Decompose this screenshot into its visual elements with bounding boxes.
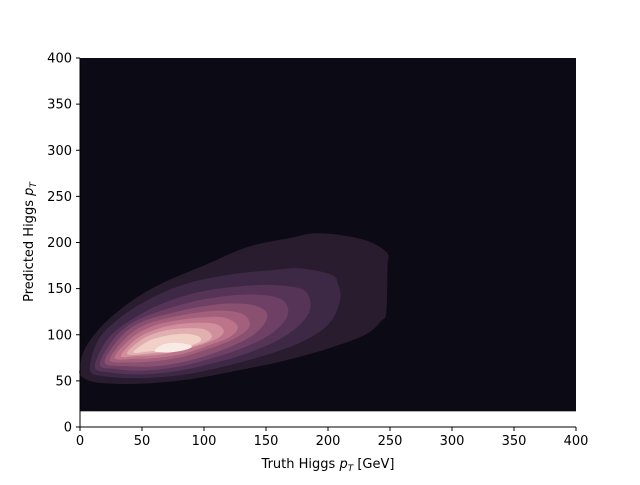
y-tick-label: 200: [47, 236, 72, 251]
density-contours: [79, 233, 389, 384]
contour-level-11: [154, 342, 192, 353]
x-tick-label: 350: [502, 434, 527, 449]
y-tick-label: 250: [47, 190, 72, 205]
y-tick-label: 0: [64, 421, 72, 436]
y-tick-label: 300: [47, 144, 72, 159]
x-tick-label: 400: [564, 434, 589, 449]
y-tick-label: 100: [47, 328, 72, 343]
y-tick-label: 350: [47, 98, 72, 113]
y-tick-label: 50: [55, 374, 72, 389]
x-tick-label: 300: [440, 434, 465, 449]
y-axis-ticks: 0 50 100 150 200 250 300 350 400: [47, 52, 80, 436]
y-tick-label: 150: [47, 282, 72, 297]
x-tick-label: 150: [254, 434, 279, 449]
y-tick-label: 400: [47, 52, 72, 67]
x-axis-ticks: 0 50 100 150 200 250 300 350 400: [76, 427, 589, 449]
x-tick-label: 50: [134, 434, 151, 449]
y-axis-label: Predicted Higgs pT: [22, 181, 39, 302]
x-tick-label: 100: [192, 434, 217, 449]
x-tick-label: 200: [316, 434, 341, 449]
x-tick-label: 250: [378, 434, 403, 449]
x-tick-label: 0: [76, 434, 84, 449]
x-axis-label: Truth Higgs pT [GeV]: [261, 457, 395, 474]
